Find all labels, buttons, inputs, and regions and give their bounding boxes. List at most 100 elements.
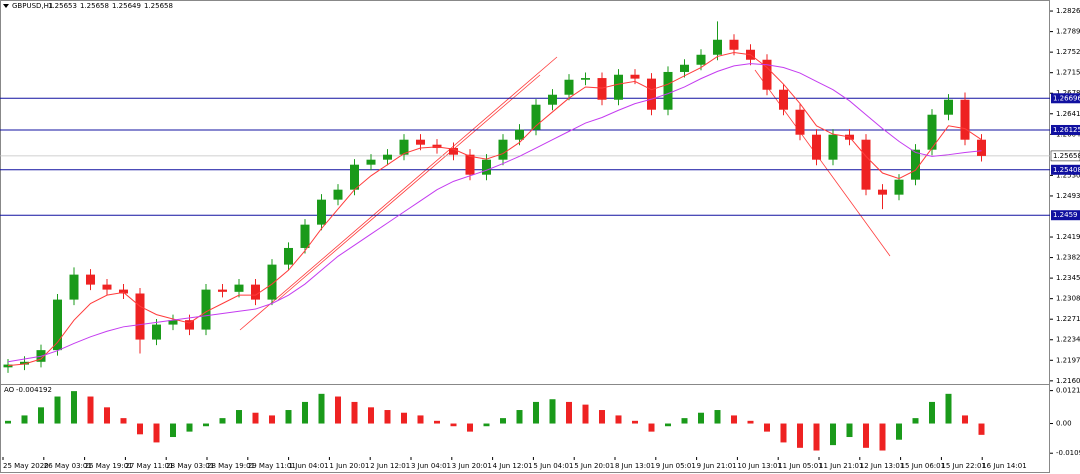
ao-bar xyxy=(236,410,242,424)
level-label-box xyxy=(1051,93,1080,104)
level-label: 1.2459 xyxy=(1053,211,1078,219)
candle-body xyxy=(531,104,541,130)
level-label: 1.25408 xyxy=(1053,166,1080,174)
ao-bar xyxy=(401,412,407,424)
candle-body xyxy=(399,139,409,155)
candle-body xyxy=(135,293,145,340)
header-open: 1.25653 xyxy=(48,2,77,10)
x-tick-label: 1 Jun 04:01 xyxy=(289,462,329,470)
candle-body xyxy=(317,199,326,225)
candle-body xyxy=(152,324,161,340)
candle-body xyxy=(614,74,623,100)
candle-body xyxy=(630,74,640,79)
x-tick-label: 28 May 19:01 xyxy=(207,462,255,470)
y-tick-label: 1.21977 xyxy=(1056,356,1080,364)
ao-bar xyxy=(615,415,622,424)
ao-bar xyxy=(863,423,869,448)
candle-body xyxy=(812,134,821,160)
y-tick-label: 1.23087 xyxy=(1056,295,1080,303)
ao-bar xyxy=(203,423,209,427)
y-tick-label: 1.21607 xyxy=(1056,377,1080,385)
x-tick-label: 26 May 03:01 xyxy=(44,462,92,470)
ao-bar xyxy=(21,415,28,424)
ao-bar xyxy=(929,401,935,424)
ao-bar xyxy=(302,401,308,424)
y-tick-label: 1.28267 xyxy=(1056,7,1080,15)
ao-bar xyxy=(632,420,638,424)
y-tick-label: 1.27897 xyxy=(1056,28,1080,36)
candle-body xyxy=(3,364,13,368)
indicator-y-tick-label: -0.010998 xyxy=(1056,449,1080,457)
channel-line xyxy=(239,56,558,331)
candle-body xyxy=(86,274,95,285)
candle-body xyxy=(284,247,293,265)
candle-body xyxy=(944,99,953,115)
ao-bar xyxy=(549,399,556,424)
ao-bar xyxy=(978,423,985,435)
symbol: GBPUSD,H1 xyxy=(12,2,53,10)
candle-body xyxy=(350,164,359,190)
last-price-label: 1.25658 xyxy=(1053,152,1080,160)
indicator-value: -0.004192 xyxy=(16,386,52,394)
candle-body xyxy=(333,189,343,200)
x-tick-label: 5 Jun 20:01 xyxy=(574,462,614,470)
candle-body xyxy=(977,139,986,156)
indicator-title: AO xyxy=(4,386,15,394)
ao-bar xyxy=(764,423,770,432)
candle-body xyxy=(894,179,904,195)
ao-bar xyxy=(87,396,94,424)
ao-bar xyxy=(137,423,143,435)
x-tick-label: 11 Jun 21:01 xyxy=(819,462,863,470)
ao-bar xyxy=(879,423,886,451)
ao-bar xyxy=(170,423,176,438)
candle-body xyxy=(383,154,392,160)
ao-bar xyxy=(450,423,457,427)
candle-body xyxy=(696,54,706,65)
header-high: 1.25658 xyxy=(80,2,109,10)
ao-bar xyxy=(797,423,803,448)
ao-bar xyxy=(648,423,655,432)
candle-body xyxy=(548,94,557,105)
candle-body xyxy=(729,39,739,50)
ao-bar xyxy=(681,418,688,424)
y-tick-label: 1.24937 xyxy=(1056,192,1080,200)
candle-body xyxy=(498,139,508,160)
candle-body xyxy=(416,139,425,145)
ao-bar xyxy=(285,410,292,424)
candle-body xyxy=(597,78,607,100)
y-tick-label: 1.27157 xyxy=(1056,69,1080,77)
candle-body xyxy=(465,154,475,175)
x-tick-label: 15 Jun 22:01 xyxy=(941,462,985,470)
ao-bar xyxy=(467,423,473,432)
ao-bar xyxy=(714,410,721,424)
candle-body xyxy=(713,39,722,55)
candle-body xyxy=(515,129,524,140)
ao-bar xyxy=(698,412,704,424)
candle-body xyxy=(911,149,920,180)
level-label-box xyxy=(1051,210,1080,221)
candle-body xyxy=(102,284,112,290)
x-tick-label: 16 Jun 14:01 xyxy=(982,462,1026,470)
y-tick-label: 1.25307 xyxy=(1056,171,1080,179)
ao-bar xyxy=(846,423,853,438)
candle-body xyxy=(647,78,656,110)
y-tick-label: 1.23457 xyxy=(1056,274,1080,282)
y-tick-label: 1.22717 xyxy=(1056,315,1080,323)
candle-body xyxy=(300,224,310,248)
candle-body xyxy=(581,78,590,80)
candle-body xyxy=(185,320,194,330)
candle-body xyxy=(366,159,376,165)
moving-average xyxy=(7,63,982,363)
last-price-box xyxy=(1050,150,1080,162)
channel-line xyxy=(754,69,891,257)
ao-bar xyxy=(516,410,523,424)
x-tick-label: 3 Jun 20:01 xyxy=(452,462,492,470)
ao-bar xyxy=(912,418,919,424)
x-tick-label: 27 May 11:01 xyxy=(125,462,173,470)
ao-bar xyxy=(582,404,589,424)
ao-bar xyxy=(434,420,440,424)
ao-bar xyxy=(962,415,968,424)
candle-body xyxy=(482,159,491,175)
x-tick-label: 12 Jun 13:01 xyxy=(860,462,904,470)
